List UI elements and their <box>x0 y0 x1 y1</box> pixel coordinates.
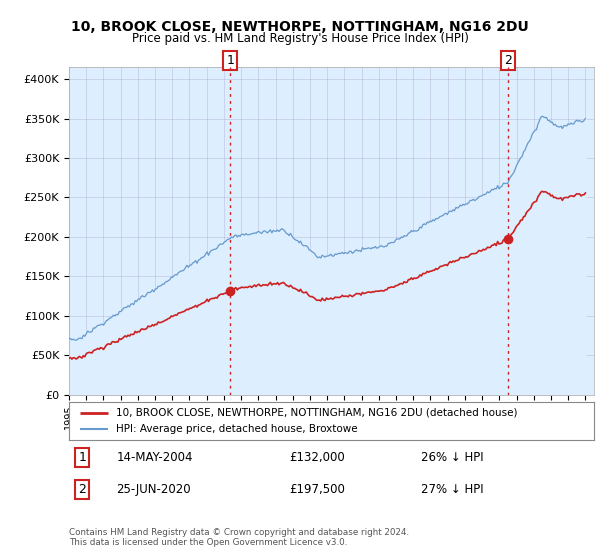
Text: Price paid vs. HM Land Registry's House Price Index (HPI): Price paid vs. HM Land Registry's House … <box>131 32 469 45</box>
Text: 26% ↓ HPI: 26% ↓ HPI <box>421 451 484 464</box>
Text: 14-MAY-2004: 14-MAY-2004 <box>116 451 193 464</box>
Text: Contains HM Land Registry data © Crown copyright and database right 2024.
This d: Contains HM Land Registry data © Crown c… <box>69 528 409 547</box>
Text: £132,000: £132,000 <box>290 451 345 464</box>
Text: 10, BROOK CLOSE, NEWTHORPE, NOTTINGHAM, NG16 2DU: 10, BROOK CLOSE, NEWTHORPE, NOTTINGHAM, … <box>71 20 529 34</box>
Text: 2: 2 <box>78 483 86 496</box>
Text: 1: 1 <box>226 54 234 67</box>
Text: 1: 1 <box>78 451 86 464</box>
Text: 10, BROOK CLOSE, NEWTHORPE, NOTTINGHAM, NG16 2DU (detached house): 10, BROOK CLOSE, NEWTHORPE, NOTTINGHAM, … <box>116 408 518 418</box>
Text: 2: 2 <box>503 54 512 67</box>
Text: HPI: Average price, detached house, Broxtowe: HPI: Average price, detached house, Brox… <box>116 424 358 434</box>
Text: 27% ↓ HPI: 27% ↓ HPI <box>421 483 484 496</box>
Text: £197,500: £197,500 <box>290 483 346 496</box>
Text: 25-JUN-2020: 25-JUN-2020 <box>116 483 191 496</box>
